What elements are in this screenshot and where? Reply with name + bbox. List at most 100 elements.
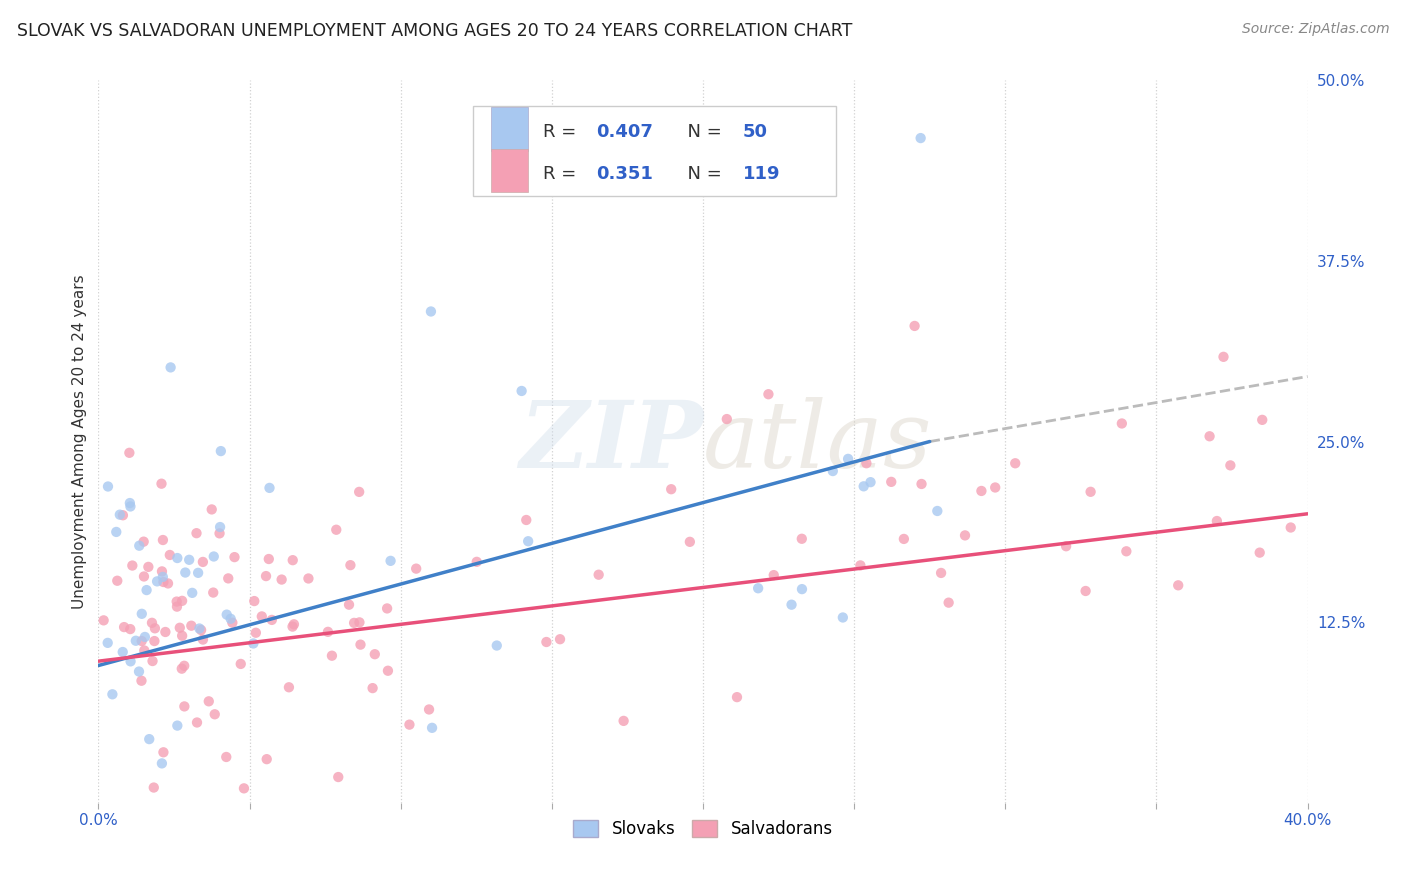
- Point: [893, 532, 915, 546]
- Point: [716, 412, 738, 426]
- Point: [725, 690, 748, 705]
- Point: [138, 560, 160, 574]
- Point: [398, 717, 420, 731]
- Point: [112, 620, 135, 634]
- Point: [1074, 584, 1097, 599]
- Point: [364, 647, 387, 661]
- Point: [337, 598, 360, 612]
- FancyBboxPatch shape: [474, 105, 837, 196]
- Point: [243, 594, 266, 608]
- Point: [659, 482, 682, 496]
- Point: [283, 617, 305, 632]
- Point: [790, 532, 813, 546]
- Point: [166, 594, 188, 608]
- Point: [790, 582, 813, 596]
- Point: [186, 715, 208, 730]
- Point: [465, 555, 488, 569]
- Point: [762, 568, 785, 582]
- Point: [859, 475, 882, 490]
- Point: [108, 508, 131, 522]
- Point: [173, 699, 195, 714]
- Point: [1251, 413, 1274, 427]
- Point: [588, 567, 610, 582]
- Point: [938, 596, 960, 610]
- Point: [105, 574, 128, 588]
- Point: [97, 479, 120, 493]
- Point: [135, 583, 157, 598]
- Point: [181, 586, 204, 600]
- Point: [93, 613, 115, 627]
- Point: [256, 752, 278, 766]
- Point: [141, 654, 163, 668]
- Point: [190, 623, 212, 637]
- Point: [821, 464, 844, 478]
- Point: [224, 550, 246, 565]
- Point: [191, 555, 214, 569]
- Point: [143, 634, 166, 648]
- Point: [209, 444, 232, 458]
- Point: [173, 658, 195, 673]
- Point: [204, 707, 226, 722]
- Point: [221, 615, 243, 630]
- Point: [202, 585, 225, 599]
- Point: [143, 621, 166, 635]
- Text: Source: ZipAtlas.com: Source: ZipAtlas.com: [1241, 22, 1389, 37]
- Text: 50: 50: [742, 123, 768, 142]
- Point: [209, 520, 232, 534]
- Point: [904, 318, 927, 333]
- Point: [170, 662, 193, 676]
- Point: [187, 566, 209, 580]
- Point: [118, 446, 141, 460]
- Point: [1219, 458, 1241, 473]
- Point: [321, 648, 343, 663]
- Point: [270, 573, 292, 587]
- Point: [377, 664, 399, 678]
- Text: SLOVAK VS SALVADORAN UNEMPLOYMENT AMONG AGES 20 TO 24 YEARS CORRELATION CHART: SLOVAK VS SALVADORAN UNEMPLOYMENT AMONG …: [17, 22, 852, 40]
- Point: [339, 558, 361, 573]
- Point: [186, 526, 208, 541]
- Legend: Slovaks, Salvadorans: Slovaks, Salvadorans: [567, 814, 839, 845]
- Point: [166, 718, 188, 732]
- Point: [1080, 484, 1102, 499]
- Point: [281, 553, 304, 567]
- Point: [152, 745, 174, 759]
- Point: [120, 622, 142, 636]
- Point: [281, 619, 304, 633]
- Text: R =: R =: [543, 165, 588, 183]
- Point: [134, 630, 156, 644]
- Point: [131, 634, 153, 648]
- Point: [191, 632, 214, 647]
- Point: [121, 558, 143, 573]
- Point: [159, 360, 181, 375]
- Point: [328, 770, 350, 784]
- Point: [953, 528, 976, 542]
- Point: [257, 552, 280, 566]
- Point: [215, 607, 238, 622]
- Point: [380, 554, 402, 568]
- Point: [201, 502, 224, 516]
- Point: [146, 574, 169, 589]
- Point: [111, 508, 134, 523]
- Point: [548, 632, 571, 647]
- Text: ZIP: ZIP: [519, 397, 703, 486]
- Point: [180, 618, 202, 632]
- Point: [208, 526, 231, 541]
- Point: [245, 625, 267, 640]
- Point: [132, 569, 155, 583]
- Point: [254, 569, 277, 583]
- Point: [1279, 520, 1302, 534]
- Point: [929, 566, 952, 580]
- Point: [125, 633, 148, 648]
- Text: atlas: atlas: [703, 397, 932, 486]
- Point: [219, 612, 242, 626]
- Point: [515, 513, 537, 527]
- Point: [242, 636, 264, 650]
- Point: [910, 131, 932, 145]
- Point: [613, 714, 636, 728]
- Point: [138, 732, 160, 747]
- Point: [132, 534, 155, 549]
- Point: [517, 534, 540, 549]
- Point: [128, 539, 150, 553]
- Point: [131, 673, 153, 688]
- Point: [880, 475, 903, 489]
